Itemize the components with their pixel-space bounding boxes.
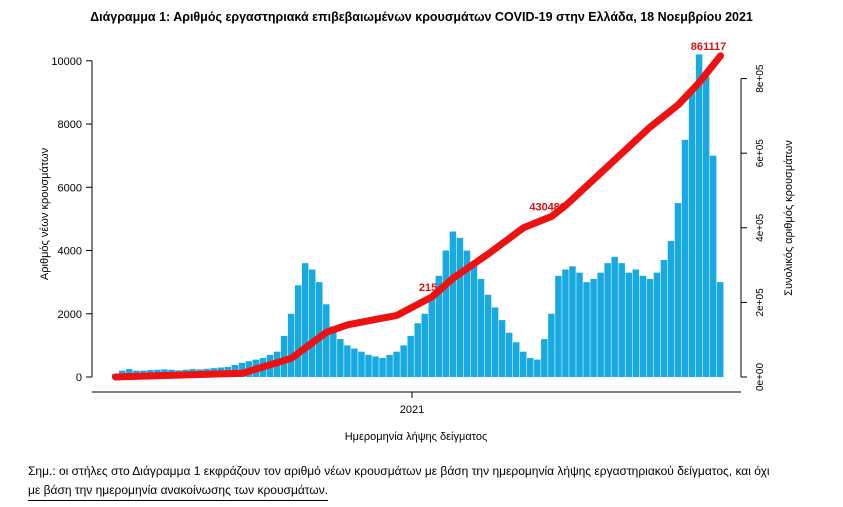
bar	[491, 307, 499, 377]
bar	[484, 294, 492, 377]
bar	[653, 272, 661, 377]
bar	[505, 332, 513, 377]
cumulative-line-series: 215 430489 861117	[112, 41, 727, 381]
bar-series	[112, 54, 724, 378]
y2-axis-title: Συνολικός αριθμός κρουσμάτων	[783, 140, 795, 296]
bar	[400, 345, 407, 377]
bar	[456, 237, 464, 377]
bar	[674, 203, 682, 377]
bar	[548, 313, 555, 377]
footnote: Σημ.: οι στήλες στο Διάγραμμα 1 εκφράζου…	[28, 462, 828, 501]
x-tick-label: 2021	[400, 404, 424, 416]
footnote-line-1: Σημ.: οι στήλες στο Διάγραμμα 1 εκφράζου…	[28, 464, 770, 478]
bar	[449, 231, 457, 377]
bar	[709, 155, 717, 377]
bar	[358, 351, 365, 377]
bar	[618, 263, 625, 377]
bar	[287, 313, 295, 377]
bar	[477, 278, 485, 377]
bar	[351, 348, 358, 377]
bar	[126, 369, 133, 377]
y-tick-label: 8000	[58, 119, 82, 131]
bar	[498, 320, 506, 377]
y2-tick-label: 0e+00	[755, 363, 766, 392]
chart: 215 430489 861117 0 2000 4000 6000 8000 10000 0e…	[39, 41, 795, 443]
bar	[316, 282, 323, 377]
y-tick-label: 2000	[58, 309, 82, 321]
bar	[569, 266, 576, 377]
bar	[611, 256, 618, 377]
bar	[660, 260, 668, 377]
bar	[541, 339, 548, 377]
bar	[583, 282, 590, 377]
bar	[337, 339, 344, 377]
bar	[294, 285, 302, 377]
bar	[639, 275, 647, 377]
bar	[365, 354, 372, 377]
bar	[555, 275, 562, 377]
bar	[379, 358, 386, 377]
bar	[512, 342, 520, 377]
y2-tick-label: 8e+05	[755, 64, 766, 93]
bar	[576, 272, 583, 377]
bar	[702, 76, 710, 378]
bar	[421, 313, 428, 377]
bar	[308, 269, 316, 377]
bar	[562, 269, 569, 377]
bar	[414, 323, 421, 377]
bar	[428, 297, 436, 377]
bar	[681, 139, 689, 377]
bar	[463, 250, 471, 377]
y-tick-label: 10000	[51, 56, 82, 68]
bar	[646, 278, 654, 377]
bar	[688, 92, 696, 378]
line-annotation: 430489	[529, 201, 566, 213]
bar	[716, 282, 724, 377]
bar	[407, 335, 414, 377]
y2-tick-label: 6e+05	[755, 139, 766, 168]
y2-tick-label: 4e+05	[755, 213, 766, 242]
axis-labels: Ημερομηνία λήψης δείγματος Αριθμός νέων κ…	[39, 140, 795, 443]
y-axis-title: Αριθμός νέων κρουσμάτων	[39, 147, 51, 280]
chart-title: Διάγραμμα 1: Αριθμός εργαστηριακά επιβεβ…	[90, 10, 753, 24]
line-annotation: 861117	[691, 41, 727, 53]
bar	[590, 278, 597, 377]
y-tick-label: 0	[76, 372, 82, 384]
bar	[442, 250, 450, 377]
bar	[625, 272, 632, 377]
x-axis-title: Ημερομηνία λήψης δείγματος	[345, 431, 488, 443]
y2-tick-label: 2e+05	[755, 288, 766, 317]
bar	[435, 275, 443, 377]
bar	[323, 304, 330, 377]
axes: 0 2000 4000 6000 8000 10000 0e+00 2e+05 4e+05 6e+…	[51, 56, 766, 416]
cumulative-line	[112, 52, 724, 381]
bar	[386, 354, 393, 377]
bar	[534, 359, 541, 377]
bar	[330, 326, 337, 377]
bar	[280, 335, 288, 377]
footnote-line-2: με βάση την ημερομηνία ανακοίνωσης των κ…	[28, 481, 329, 501]
bar	[604, 263, 611, 377]
line-annotation: 215	[419, 282, 437, 294]
y-tick-label: 4000	[58, 246, 82, 258]
bar	[632, 269, 640, 377]
y-tick-label: 6000	[58, 182, 82, 194]
bar	[470, 263, 478, 377]
bar	[344, 345, 351, 377]
bar	[301, 263, 309, 377]
bar	[667, 241, 675, 377]
bar	[695, 54, 703, 378]
bar	[597, 272, 604, 377]
bar	[372, 356, 379, 377]
bar	[527, 358, 534, 377]
bar	[393, 351, 400, 377]
bar	[520, 351, 527, 377]
